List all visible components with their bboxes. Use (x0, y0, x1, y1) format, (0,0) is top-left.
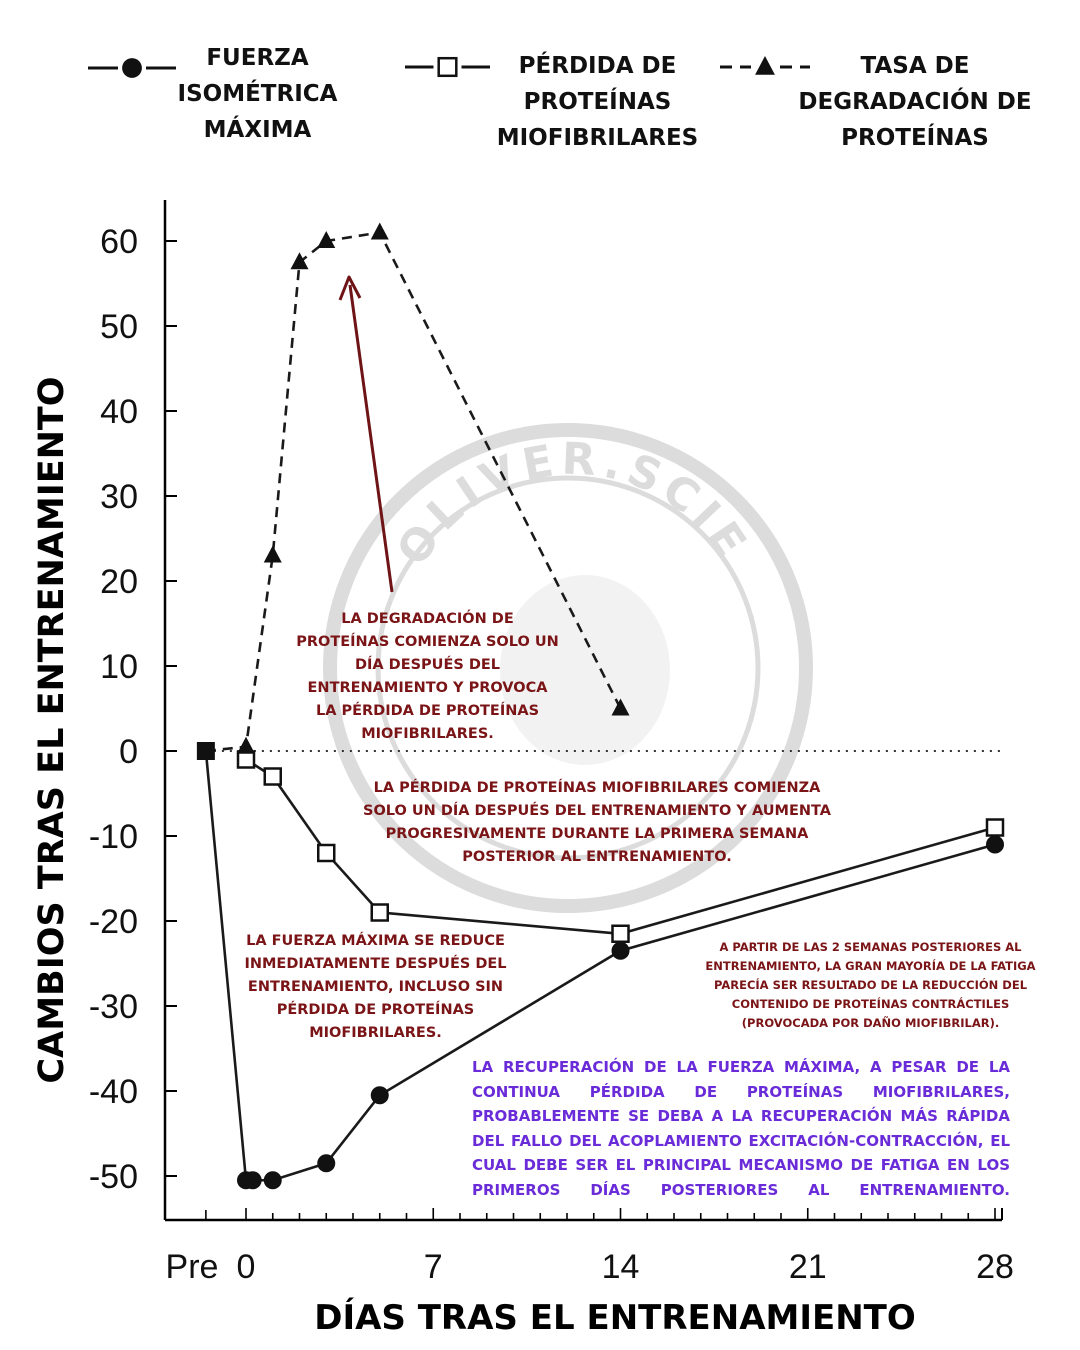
y-tick-label: -30 (89, 988, 138, 1026)
y-tick-label: 10 (100, 648, 138, 686)
chart-axes: 60 50 40 30 20 10 0 -10 -20 -30 -40 -50 Pre 0 7 14 21 28 (89, 200, 1014, 1286)
x-tick-label: 14 (602, 1248, 640, 1286)
baseline-point (196, 742, 215, 760)
data-point-s0-4 (317, 1154, 336, 1173)
data-point-s1-2 (317, 843, 336, 863)
legend-marker-2 (755, 56, 775, 75)
x-tick-label: Pre (166, 1248, 219, 1286)
data-point-s1-3 (370, 903, 389, 922)
annotation-arrow-head (338, 275, 362, 301)
y-tick-label: 20 (100, 563, 138, 601)
y-tick-label: 60 (100, 223, 138, 261)
data-point-s0-2 (243, 1171, 262, 1190)
y-tick-label: -50 (89, 1158, 138, 1196)
y-tick-label: -40 (89, 1073, 138, 1111)
annotation-recovery: LA RECUPERACIÓN DE LA FUERZA MÁXIMA, A P… (472, 1058, 1010, 1199)
watermark-inner-ring (375, 475, 761, 861)
y-tick-label: 40 (100, 393, 138, 431)
annotation-strength: LA FUERZA MÁXIMA SE REDUCE INMEDIATAMENT… (244, 933, 507, 1041)
y-tick-label: 50 (100, 308, 138, 346)
annotation-degradation: LA DEGRADACIÓN DE PROTEÍNAS COMIENZA SOL… (296, 611, 559, 742)
data-point-s2-4 (317, 231, 336, 248)
data-point-s0-3 (263, 1171, 282, 1190)
data-point-s1-5 (985, 818, 1005, 837)
data-point-s2-6 (611, 698, 630, 716)
watermark-gorilla-icon (500, 575, 670, 765)
annotation-arrow (338, 275, 394, 593)
y-tick-label: -10 (89, 818, 138, 856)
x-tick-label: 28 (976, 1248, 1014, 1286)
data-point-s1-4 (611, 924, 630, 943)
data-point-s0-6 (611, 941, 630, 960)
annotation-arrow-shaft (348, 284, 394, 593)
legend-markers (88, 55, 810, 80)
data-point-s1-1 (263, 767, 282, 786)
data-point-s2-2 (263, 545, 282, 563)
data-point-s2-3 (290, 252, 309, 270)
data-point-s0-7 (986, 835, 1004, 854)
annotation-two-weeks: A PARTIR DE LAS 2 SEMANAS POSTERIORES AL… (705, 940, 1036, 1030)
y-tick-label: -20 (89, 903, 138, 941)
y-axis-title: CAMBIOS TRAS EL ENTRENAMIENTO (32, 376, 72, 1084)
legend-label-tasa: TASA DE DEGRADACIÓN DE PROTEÍNAS (798, 53, 1032, 151)
data-point-s1-0 (236, 750, 256, 769)
annotation-loss: LA PÉRDIDA DE PROTEÍNAS MIOFIBRILARES CO… (363, 780, 831, 865)
x-tick-label: 7 (424, 1248, 443, 1286)
x-tick-label: 0 (237, 1248, 256, 1286)
y-tick-label: 30 (100, 478, 138, 516)
chart-series (196, 222, 1005, 1190)
data-point-s2-1 (237, 736, 255, 754)
y-tick-label: 0 (119, 733, 138, 771)
x-axis-title: DÍAS TRAS EL ENTRENAMIENTO (314, 1298, 916, 1338)
legend-marker-0 (122, 58, 142, 78)
legend-marker-1 (437, 56, 458, 78)
data-point-s0-5 (370, 1086, 389, 1105)
legend-label-perdida: PÉRDIDA DE PROTEÍNAS MIOFIBRILARES (496, 53, 699, 151)
data-point-s2-5 (370, 222, 389, 240)
watermark-ring (323, 423, 813, 913)
x-tick-label: 21 (789, 1248, 827, 1286)
legend-label-fuerza: FUERZA ISOMÉTRICA MÁXIMA (177, 45, 338, 143)
